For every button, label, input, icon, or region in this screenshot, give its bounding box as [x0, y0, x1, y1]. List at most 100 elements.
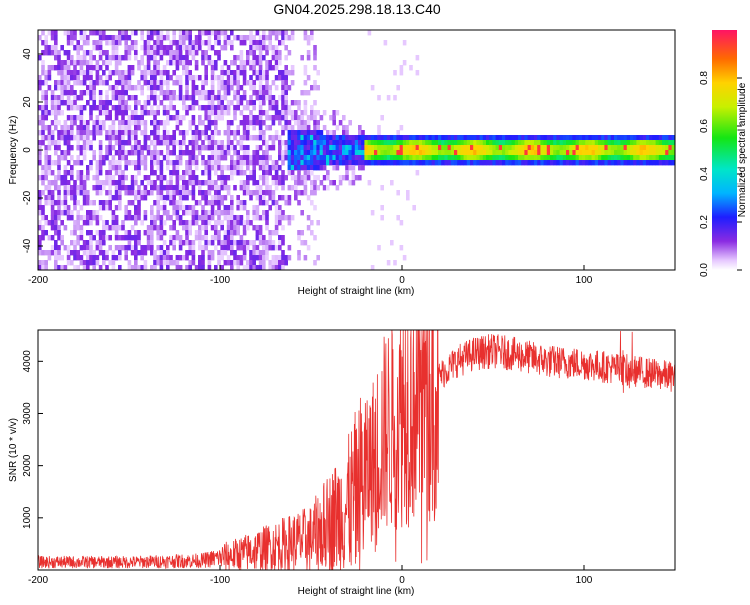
- spectrogram-cell: [460, 150, 464, 156]
- spectrogram-cell: [534, 145, 538, 151]
- spectrogram-cell: [594, 140, 599, 146]
- spectrogram-cell: [530, 145, 535, 151]
- spectrogram-cell: [162, 155, 167, 161]
- spectrogram-cell: [534, 160, 538, 166]
- spectrogram-cell: [258, 50, 263, 56]
- spectrogram-cell: [172, 95, 176, 101]
- spectrogram-cell: [476, 145, 480, 151]
- spectrogram-cell: [214, 165, 218, 171]
- spectrogram-cell: [102, 250, 106, 256]
- spectrogram-cell: [114, 225, 119, 231]
- spectrogram-cell: [102, 120, 106, 126]
- spectrogram-cell: [50, 180, 55, 186]
- spectrogram-cell: [172, 190, 176, 196]
- spectrogram-cell: [671, 150, 676, 156]
- spectrogram-cell: [457, 135, 461, 141]
- spectrogram-cell: [82, 135, 87, 141]
- spectrogram-cell: [431, 135, 436, 141]
- spectrogram-cell: [175, 260, 180, 266]
- spectrogram-cell: [44, 150, 48, 156]
- spectrogram-cell: [236, 85, 240, 91]
- spectrogram-cell: [374, 160, 378, 166]
- spectrogram-cell: [396, 215, 400, 221]
- spectrogram-cell: [204, 165, 208, 171]
- spectrogram-cell: [242, 65, 247, 71]
- spectrogram-cell: [399, 65, 404, 71]
- spectrogram-cell: [114, 230, 119, 236]
- spectrogram-cell: [166, 30, 170, 36]
- spectrogram-cell: [383, 160, 388, 166]
- spectrogram-cell: [207, 255, 212, 261]
- spectrogram-cell: [63, 30, 68, 36]
- spectrogram-cell: [188, 105, 192, 111]
- spectrogram-cell: [124, 155, 128, 161]
- spectrogram-cell: [268, 40, 272, 46]
- spectrogram-cell: [316, 140, 320, 146]
- spectrogram-cell: [338, 155, 343, 161]
- spectrogram-cell: [153, 85, 157, 91]
- spectrogram-cell: [137, 215, 141, 221]
- spectrogram-cell: [268, 65, 272, 71]
- spectrogram-cell: [566, 140, 570, 146]
- spectrogram-cell: [562, 145, 567, 151]
- spectrogram-cell: [546, 145, 551, 151]
- spectrogram-cell: [82, 80, 87, 86]
- spectrogram-cell: [86, 260, 90, 266]
- spectrogram-cell: [172, 105, 176, 111]
- spectrogram-cell: [262, 165, 266, 171]
- spectrogram-cell: [636, 160, 640, 166]
- spectrogram-cell: [118, 165, 122, 171]
- spectrogram-cell: [92, 40, 96, 46]
- spectrogram-cell: [150, 250, 154, 256]
- spectrogram-cell: [223, 80, 228, 86]
- spectrogram-cell: [265, 210, 269, 216]
- spectrogram-cell: [534, 140, 538, 146]
- spectrogram-cell: [82, 105, 87, 111]
- spectrogram-cell: [201, 40, 205, 46]
- spectrogram-cell: [262, 90, 266, 96]
- spectrogram-cell: [76, 215, 80, 221]
- spectrogram-cell: [274, 160, 279, 166]
- spectrogram-cell: [415, 150, 420, 156]
- spectrogram-cell: [246, 145, 250, 151]
- spectrogram-cell: [278, 110, 282, 116]
- spectrogram-cell: [150, 70, 154, 76]
- spectrogram-cell: [412, 140, 416, 146]
- spectrogram-cell: [95, 210, 100, 216]
- spectrogram-cell: [86, 125, 90, 131]
- spectrogram-cell: [223, 70, 228, 76]
- spectrogram-cell: [262, 110, 266, 116]
- spectrogram-cell: [258, 45, 263, 51]
- spectrogram-cell: [134, 100, 138, 106]
- spectrogram-cell: [303, 120, 308, 126]
- spectrogram-cell: [172, 90, 176, 96]
- spectrogram-cell: [185, 240, 189, 246]
- spectrogram-cell: [111, 135, 116, 141]
- spectrogram-cell: [665, 135, 669, 141]
- spectrogram-cell: [102, 240, 106, 246]
- spectrogram-cell: [271, 260, 276, 266]
- spectrogram-cell: [402, 160, 407, 166]
- spectrogram-cell: [284, 70, 288, 76]
- spectrogram-cell: [134, 195, 138, 201]
- spectrogram-cell: [191, 115, 196, 121]
- spectrogram-cell: [575, 140, 580, 146]
- spectrogram-cell: [98, 105, 103, 111]
- spectrogram-cell: [201, 255, 205, 261]
- spectrogram-cell: [454, 155, 458, 161]
- spectrogram-cell: [108, 205, 112, 211]
- spectrogram-cell: [226, 225, 231, 231]
- spectrogram-cell: [79, 175, 84, 181]
- spectrogram-cell: [482, 140, 487, 146]
- spectrogram-cell: [166, 95, 170, 101]
- spectrogram-cell: [188, 75, 192, 81]
- spectrogram-cell: [255, 215, 260, 221]
- spectrogram-cell: [390, 140, 394, 146]
- spectrogram-cell: [230, 235, 234, 241]
- spectrogram-cell: [428, 145, 432, 151]
- spectrogram-cell: [41, 90, 45, 96]
- spectrogram-cell: [297, 200, 301, 206]
- spectrogram-cell: [220, 170, 224, 176]
- spectrogram-cell: [319, 115, 324, 121]
- spectrogram-cell: [66, 75, 71, 81]
